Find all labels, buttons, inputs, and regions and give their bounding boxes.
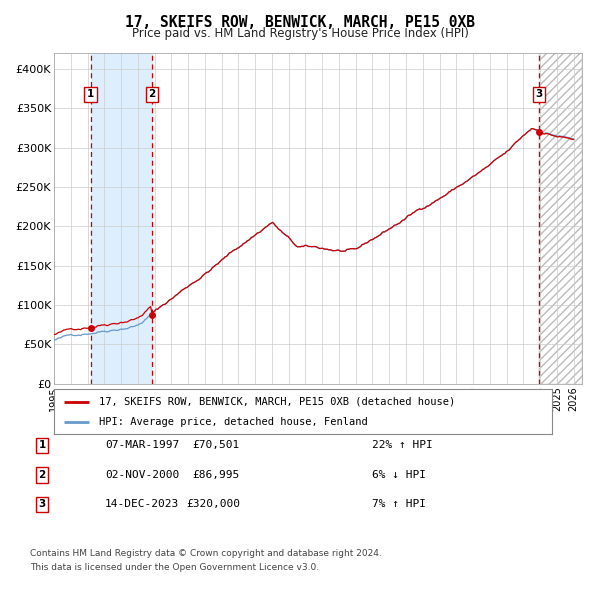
- Bar: [539, 53, 582, 384]
- Text: £86,995: £86,995: [193, 470, 240, 480]
- Text: Price paid vs. HM Land Registry's House Price Index (HPI): Price paid vs. HM Land Registry's House …: [131, 27, 469, 40]
- Text: 02-NOV-2000: 02-NOV-2000: [105, 470, 179, 480]
- Text: 2: 2: [38, 470, 46, 480]
- Text: 17, SKEIFS ROW, BENWICK, MARCH, PE15 0XB: 17, SKEIFS ROW, BENWICK, MARCH, PE15 0XB: [125, 15, 475, 30]
- Text: 1: 1: [87, 90, 94, 99]
- Text: 14-DEC-2023: 14-DEC-2023: [105, 500, 179, 509]
- Text: 1: 1: [38, 441, 46, 450]
- Text: 6% ↓ HPI: 6% ↓ HPI: [372, 470, 426, 480]
- Text: This data is licensed under the Open Government Licence v3.0.: This data is licensed under the Open Gov…: [30, 563, 319, 572]
- Text: HPI: Average price, detached house, Fenland: HPI: Average price, detached house, Fenl…: [99, 417, 368, 427]
- Text: £320,000: £320,000: [186, 500, 240, 509]
- Bar: [91, 53, 152, 384]
- Text: 2: 2: [148, 90, 155, 99]
- Text: 22% ↑ HPI: 22% ↑ HPI: [372, 441, 433, 450]
- Text: 7% ↑ HPI: 7% ↑ HPI: [372, 500, 426, 509]
- Text: £70,501: £70,501: [193, 441, 240, 450]
- Text: 3: 3: [536, 90, 543, 99]
- Text: 07-MAR-1997: 07-MAR-1997: [105, 441, 179, 450]
- Text: Contains HM Land Registry data © Crown copyright and database right 2024.: Contains HM Land Registry data © Crown c…: [30, 549, 382, 558]
- Text: 3: 3: [38, 500, 46, 509]
- Text: 17, SKEIFS ROW, BENWICK, MARCH, PE15 0XB (detached house): 17, SKEIFS ROW, BENWICK, MARCH, PE15 0XB…: [99, 397, 455, 407]
